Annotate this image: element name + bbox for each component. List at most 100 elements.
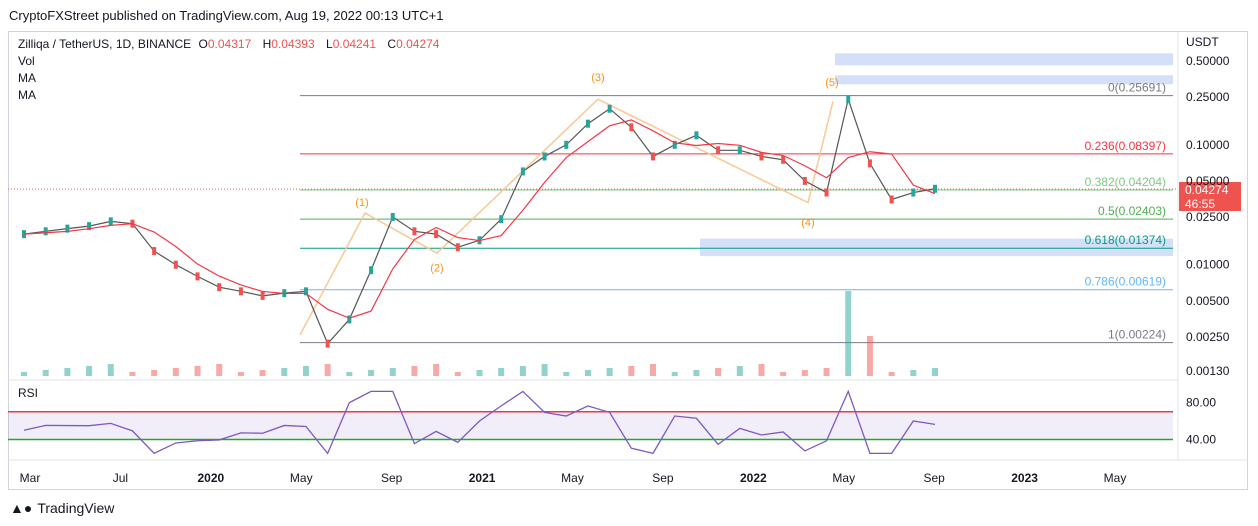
high-value: 0.04393 (271, 37, 315, 51)
candle (585, 119, 590, 128)
candle (65, 224, 70, 233)
open-value: 0.04317 (207, 37, 252, 51)
price-tick-label: 0.02500 (1186, 210, 1230, 224)
open-label: O (198, 37, 208, 51)
candle (607, 104, 612, 113)
wave-label-5: (5) (825, 77, 838, 89)
volume-bar (129, 372, 136, 376)
tradingview-logo[interactable]: ▲● TradingView (10, 500, 114, 516)
candle (846, 95, 851, 104)
volume-bar (584, 370, 591, 376)
currency-label: USDT (1186, 35, 1219, 49)
price-series (22, 95, 937, 348)
indicator-ma-1[interactable]: MA (18, 71, 36, 85)
volume-bar (433, 364, 440, 376)
volume-bar (86, 366, 93, 376)
symbol-legend: Zilliqa / TetherUS, 1D, BINANCE O0.04317… (18, 36, 443, 104)
volume-bar (42, 370, 49, 376)
time-tick-label: May (832, 471, 855, 485)
candle (108, 217, 113, 226)
time-tick-label: 2020 (197, 471, 224, 485)
candle (672, 140, 677, 149)
candle (759, 152, 764, 161)
price-tick-label: 0.01000 (1186, 258, 1230, 272)
indicator-ma-2[interactable]: MA (18, 88, 36, 102)
price-line (23, 97, 936, 345)
time-tick-label: Sep (381, 471, 403, 485)
volume-bar (172, 368, 179, 376)
volume-bar (281, 368, 288, 376)
volume-bar (866, 336, 873, 376)
volume-bar (346, 372, 353, 376)
volume-bar (541, 364, 548, 376)
candle (303, 287, 308, 296)
price-tick-label: 0.05000 (1186, 174, 1230, 188)
volume-bar (780, 372, 787, 376)
supply-zone-3 (700, 238, 1173, 257)
volume-bar (259, 370, 266, 376)
rsi-tick-label: 40.00 (1186, 433, 1216, 447)
fibonacci-retracement: 0(0.25691) 0.236(0.08397) 0.382(0.04204) 0.… (300, 81, 1173, 344)
candle (781, 155, 786, 164)
price-tick-label: 0.00500 (1186, 294, 1230, 308)
volume-bar (910, 370, 917, 376)
last-price-value: 0.04274 (1185, 183, 1229, 197)
candle (716, 146, 721, 155)
candle (43, 227, 48, 236)
volume-bar (454, 372, 461, 376)
candle (173, 260, 178, 269)
volume-bar (237, 372, 244, 376)
rsi-label[interactable]: RSI (18, 386, 39, 400)
low-label: L (326, 37, 333, 51)
fib-label-0.236: 0.236(0.08397) (1085, 139, 1166, 153)
volume-bar (823, 368, 830, 376)
volume-bar (693, 370, 700, 376)
volume-bar (519, 366, 526, 376)
indicator-vol[interactable]: Vol (18, 54, 35, 68)
elliott-wave-path (299, 98, 834, 336)
symbol-title[interactable]: Zilliqa / TetherUS, 1D, BINANCE (18, 37, 192, 51)
volume-bar (650, 364, 657, 376)
price-tick-label: 0.00130 (1186, 364, 1230, 378)
volume-bar (932, 368, 938, 376)
fib-label-1: 1(0.00224) (1108, 328, 1166, 342)
candle (933, 184, 937, 193)
volume-bar (606, 368, 613, 376)
volume-bar (801, 370, 808, 376)
candle (412, 227, 417, 236)
time-tick-label: May (561, 471, 584, 485)
volume-bar (216, 364, 223, 376)
time-tick-label: 2021 (469, 471, 496, 485)
chart-frame (8, 31, 1248, 490)
candle (737, 146, 742, 155)
wave-label-4: (4) (801, 217, 814, 229)
volume-bar (151, 370, 158, 376)
volume-bar (21, 372, 27, 376)
volume-bar (476, 370, 483, 376)
fib-label-0.382: 0.382(0.04204) (1085, 175, 1166, 189)
fib-label-0: 0(0.25691) (1108, 81, 1166, 95)
volume-bar (194, 366, 201, 376)
volume-bar (324, 364, 331, 376)
volume-bar (389, 368, 396, 376)
last-price-tag: 0.04274 46:55 (1179, 182, 1241, 211)
supply-zone-1 (835, 53, 1173, 66)
candle (651, 152, 656, 161)
candle (87, 222, 92, 231)
candle (347, 315, 352, 324)
moving-average-line (23, 119, 936, 319)
candle (694, 131, 699, 140)
fib-label-0.786: 0.786(0.00619) (1085, 275, 1166, 289)
candle (238, 287, 243, 296)
volume-bar (368, 370, 375, 376)
volume-bar (888, 372, 895, 376)
price-tick-label: 0.00250 (1186, 330, 1230, 344)
candle (260, 291, 265, 300)
close-value: 0.04274 (396, 37, 440, 51)
volume-bar (736, 366, 743, 376)
volume-bar (715, 368, 722, 376)
rsi-tick-label: 80.00 (1186, 396, 1216, 410)
wave-label-2: (2) (430, 262, 443, 274)
candle (217, 283, 222, 292)
